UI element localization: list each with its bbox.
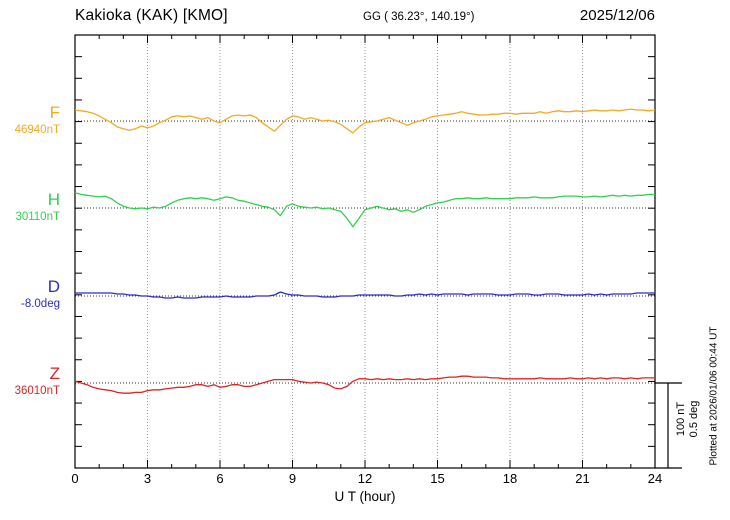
scale-bar-label: 100 nT 0.5 deg [675,401,701,438]
x-tick-label: 21 [575,471,590,486]
x-tick-label: 9 [288,471,297,486]
station-title: Kakioka (KAK) [KMO] [75,7,228,24]
trace-h [74,192,655,228]
trace-label-z: Z [49,364,60,383]
scale-bar-label-deg: 0.5 deg [688,400,700,438]
trace-label-h: H [47,190,60,209]
x-tick-label: 3 [143,471,152,486]
x-tick-label: 24 [647,471,663,486]
trace-label-f: F [49,103,60,122]
geographic-coords: GG ( 36.23°, 140.19°) [363,11,475,23]
x-tick-label: 0 [71,471,79,486]
x-tick-label: 18 [502,471,518,486]
trace-baseline-value-f: 46940nT [14,124,60,136]
plotted-at-note: Plotted at 2026/01/06 00:44 UT [708,326,720,466]
trace-f [74,108,656,134]
x-tick-label: 15 [430,471,445,486]
trace-label-d: D [47,277,60,296]
trace-baseline-value-z: 36010nT [14,385,60,397]
scale-bar-label-nt: 100 nT [674,401,687,437]
x-tick-label: 6 [216,471,224,486]
trace-baseline-value-h: 30110nT [15,211,60,223]
plot-date: 2025/12/06 [579,7,655,24]
x-tick-label: 12 [357,471,373,486]
x-axis-title: U T (hour) [334,489,396,504]
trace-z [74,375,655,394]
trace-baseline-value-d: -8.0deg [20,298,60,310]
trace-d [75,291,655,299]
